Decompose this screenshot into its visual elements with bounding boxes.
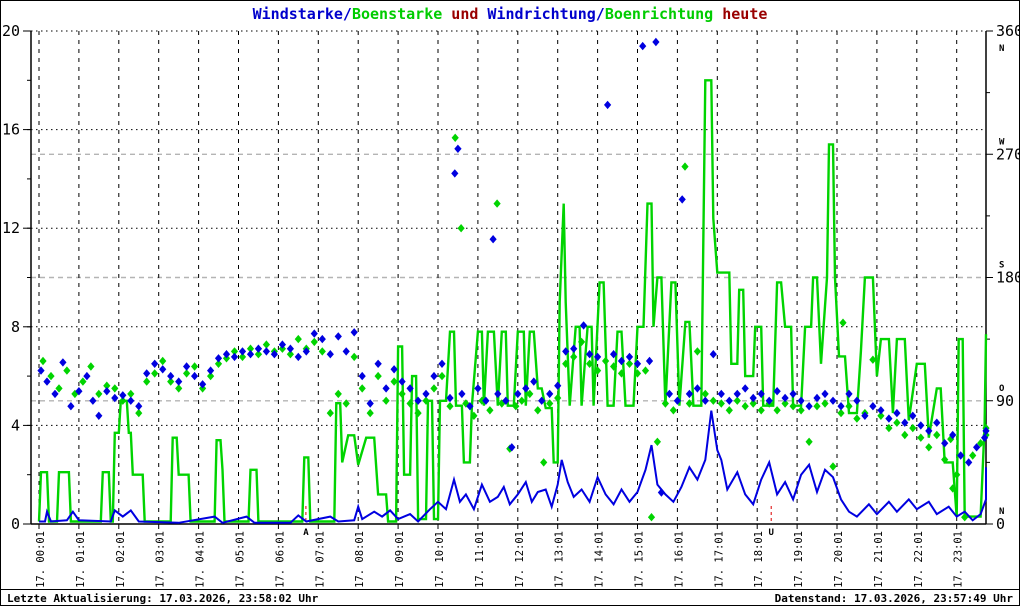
svg-text:17. 18:01: 17. 18:01: [753, 531, 765, 588]
last-update-text: Letzte Aktualisierung: 17.03.2026, 23:58…: [7, 592, 319, 605]
title-segment-4: Boenrichtung: [604, 5, 714, 23]
svg-text:0: 0: [11, 515, 20, 533]
svg-text:A: A: [303, 528, 309, 538]
svg-text:N: N: [999, 507, 1004, 517]
svg-text:17. 00:01: 17. 00:01: [35, 531, 47, 588]
svg-text:17. 02:01: 17. 02:01: [115, 531, 127, 588]
svg-text:180: 180: [996, 269, 1020, 287]
svg-text:17. 08:01: 17. 08:01: [354, 531, 366, 588]
title-segment-1: Boenstarke: [351, 5, 443, 23]
svg-text:O: O: [999, 384, 1005, 394]
svg-text:17. 04:01: 17. 04:01: [195, 531, 207, 588]
svg-text:17. 21:01: 17. 21:01: [873, 531, 885, 588]
svg-text:20: 20: [2, 22, 20, 40]
svg-text:N: N: [999, 44, 1004, 54]
svg-text:270: 270: [996, 145, 1020, 163]
svg-text:360: 360: [996, 22, 1020, 40]
svg-text:U: U: [768, 528, 773, 538]
svg-text:17. 12:01: 17. 12:01: [514, 531, 526, 588]
svg-text:16: 16: [2, 121, 20, 139]
footer-bar: Letzte Aktualisierung: 17.03.2026, 23:58…: [1, 592, 1019, 605]
footer-divider: [1, 589, 1019, 590]
svg-text:0: 0: [996, 515, 1005, 533]
svg-text:17. 17:01: 17. 17:01: [713, 531, 725, 588]
svg-text:17. 13:01: 17. 13:01: [554, 531, 566, 588]
svg-text:8: 8: [11, 318, 20, 336]
title-segment-3: Windrichtung/: [487, 5, 605, 23]
data-state-text: Datenstand: 17.03.2026, 23:57:49 Uhr: [774, 592, 1013, 605]
svg-text:17. 19:01: 17. 19:01: [793, 531, 805, 588]
chart-title: Windstarke/Boenstarke und Windrichtung/B…: [1, 5, 1019, 23]
svg-text:17. 09:01: 17. 09:01: [394, 531, 406, 588]
svg-text:17. 06:01: 17. 06:01: [274, 531, 286, 588]
svg-text:17. 15:01: 17. 15:01: [634, 531, 646, 588]
svg-text:17. 05:01: 17. 05:01: [235, 531, 247, 588]
svg-text:17. 23:01: 17. 23:01: [953, 531, 965, 588]
svg-text:W: W: [999, 137, 1005, 147]
svg-text:17. 14:01: 17. 14:01: [594, 531, 606, 588]
svg-text:S: S: [999, 261, 1004, 271]
svg-text:12: 12: [2, 219, 20, 237]
svg-text:17. 03:01: 17. 03:01: [155, 531, 167, 588]
svg-text:17. 10:01: 17. 10:01: [434, 531, 446, 588]
title-segment-2: und: [442, 5, 488, 23]
title-segment-5: heute: [713, 5, 768, 23]
title-segment-0: Windstarke/: [252, 5, 352, 23]
svg-text:17. 20:01: 17. 20:01: [833, 531, 845, 588]
svg-text:17. 01:01: 17. 01:01: [75, 531, 87, 588]
svg-text:90: 90: [996, 392, 1014, 410]
wind-chart-plot: 17. 00:01 17. 01:01 17. 02:01 17. 03:01 17. …: [2, 22, 1020, 588]
svg-text:17. 22:01: 17. 22:01: [913, 531, 925, 588]
svg-text:17. 16:01: 17. 16:01: [673, 531, 685, 588]
svg-text:17. 11:01: 17. 11:01: [474, 531, 486, 588]
svg-text:17. 07:01: 17. 07:01: [314, 531, 326, 588]
svg-text:4: 4: [11, 416, 20, 434]
